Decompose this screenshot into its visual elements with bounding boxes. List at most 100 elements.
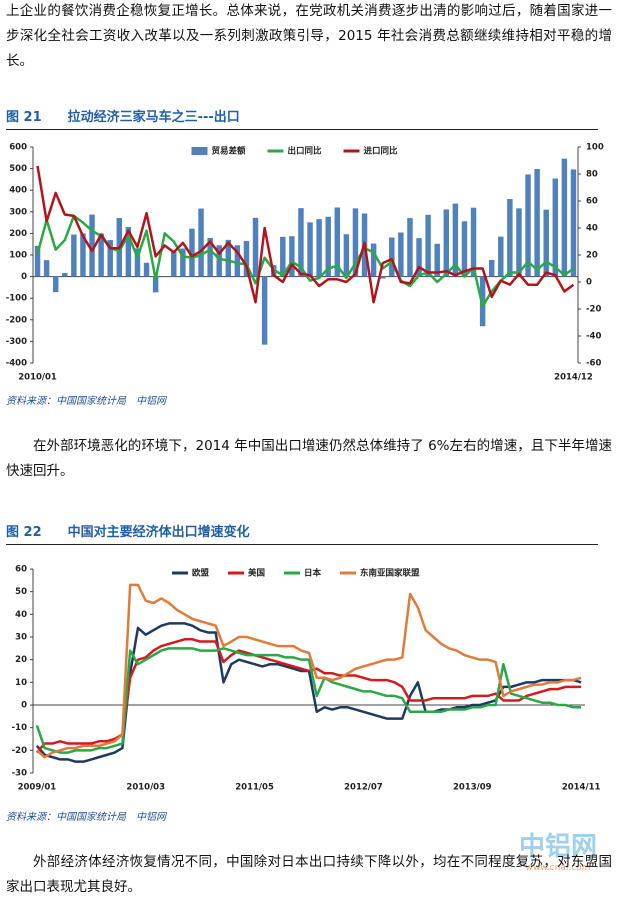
bar [34, 245, 41, 277]
legend-label: 欧盟 [192, 568, 210, 579]
figure-label: 图 21 [6, 110, 42, 125]
y2-tick-label: 80 [586, 170, 598, 180]
y2-tick-label: -40 [586, 332, 601, 342]
bar [207, 237, 213, 277]
logo-url: www.cnal.com [525, 863, 591, 873]
bar [325, 216, 331, 277]
x-tick-label: 2009/01 [18, 783, 57, 793]
bar [125, 227, 132, 277]
bar [425, 214, 431, 277]
legend-label: 美国 [248, 568, 265, 579]
x-tick-label: 2014/12 [554, 373, 593, 383]
figure-header: 图 21 拉动经济三家马车之三---出口 [6, 106, 598, 130]
bar [543, 209, 549, 277]
figure-title: 中国对主要经济体出口增速变化 [67, 525, 250, 540]
bar [298, 208, 304, 277]
bar [43, 260, 50, 277]
bar [189, 228, 195, 277]
paragraph: 在外部环境恶化的环境下，2014 年中国出口增速仍然总体维持了 6%左右的增速，… [6, 438, 612, 479]
bar [252, 217, 259, 277]
bar [343, 234, 350, 277]
bar [416, 238, 422, 277]
y-tick-label: -400 [6, 359, 27, 369]
bar [62, 272, 68, 277]
y2-tick-label: 100 [586, 143, 604, 153]
bar [261, 276, 268, 345]
bar [534, 169, 540, 277]
x-tick-label: 2010/03 [126, 783, 165, 793]
legend-label: 东南亚国家联盟 [360, 568, 420, 579]
bar [316, 219, 322, 277]
source: 资料来源：中国国家统计局 中铝网 [6, 396, 166, 407]
bar [143, 262, 150, 277]
x-tick-label: 2012/07 [344, 783, 383, 793]
line [36, 165, 575, 304]
y-tick-label: 300 [9, 207, 27, 217]
y-tick-label: -30 [12, 769, 27, 779]
y-tick-label: 50 [15, 587, 27, 597]
bar [280, 236, 286, 277]
bar [71, 234, 77, 277]
bar [225, 239, 232, 277]
bar [561, 158, 568, 277]
y-tick-label: 30 [15, 633, 27, 643]
logo-text: 中铝网 [518, 832, 597, 862]
legend-label: 日本 [304, 568, 322, 579]
figure-title: 拉动经济三家马车之三---出口 [67, 110, 240, 125]
bar [552, 178, 559, 277]
bar [152, 276, 159, 293]
bar [307, 222, 313, 277]
bar [525, 174, 531, 277]
x-tick-label: 2014/11 [562, 783, 601, 793]
legend-label: 进口同比 [364, 146, 399, 157]
y-tick-label: -200 [6, 315, 27, 325]
y-tick-label: -10 [12, 723, 27, 733]
y-tick-label: -300 [6, 337, 27, 347]
bar [498, 236, 504, 277]
paragraph: 上企业的餐饮消费企稳恢复正增长。总体来说，在党政机关消费逐步出清的影响过后，随着… [6, 3, 612, 69]
bar [407, 218, 413, 277]
bar [98, 233, 104, 277]
bar [389, 237, 395, 277]
y-tick-label: 10 [15, 678, 27, 688]
legend-label: 贸易差额 [212, 146, 247, 157]
line [35, 647, 582, 754]
y-tick-label: 200 [9, 229, 27, 239]
bar [470, 207, 477, 277]
bar [52, 276, 59, 293]
bar [289, 236, 295, 277]
bar [334, 207, 341, 277]
y-tick-label: 400 [9, 186, 27, 196]
y-tick-label: 600 [9, 143, 27, 153]
bar [516, 208, 522, 277]
bar [134, 248, 141, 277]
y-tick-label: 0 [21, 272, 27, 282]
y2-tick-label: 40 [586, 224, 598, 234]
bar [434, 243, 440, 277]
y-tick-label: 100 [9, 251, 27, 261]
bar [379, 276, 386, 279]
bar [352, 208, 359, 277]
y-tick-label: 500 [9, 164, 27, 174]
bar [398, 232, 404, 277]
y2-tick-label: 0 [586, 278, 592, 288]
bar [80, 233, 86, 277]
bar [570, 169, 577, 277]
bar [461, 221, 468, 277]
y-tick-label: 0 [21, 701, 27, 711]
bar [171, 251, 177, 277]
bar [198, 208, 204, 277]
bar [107, 240, 113, 277]
y2-tick-label: -60 [586, 359, 601, 369]
bar [216, 245, 222, 277]
bar [443, 209, 450, 277]
bar [180, 248, 186, 277]
y2-tick-label: 20 [586, 251, 598, 261]
bar [507, 199, 513, 277]
source: 资料来源：中国国家统计局 中铝网 [6, 812, 166, 823]
legend-swatch [191, 147, 208, 155]
x-tick-label: 2010/01 [18, 373, 57, 383]
legend-label: 出口同比 [288, 146, 323, 157]
logo: 中铝网 www.cnal.com [519, 826, 597, 873]
